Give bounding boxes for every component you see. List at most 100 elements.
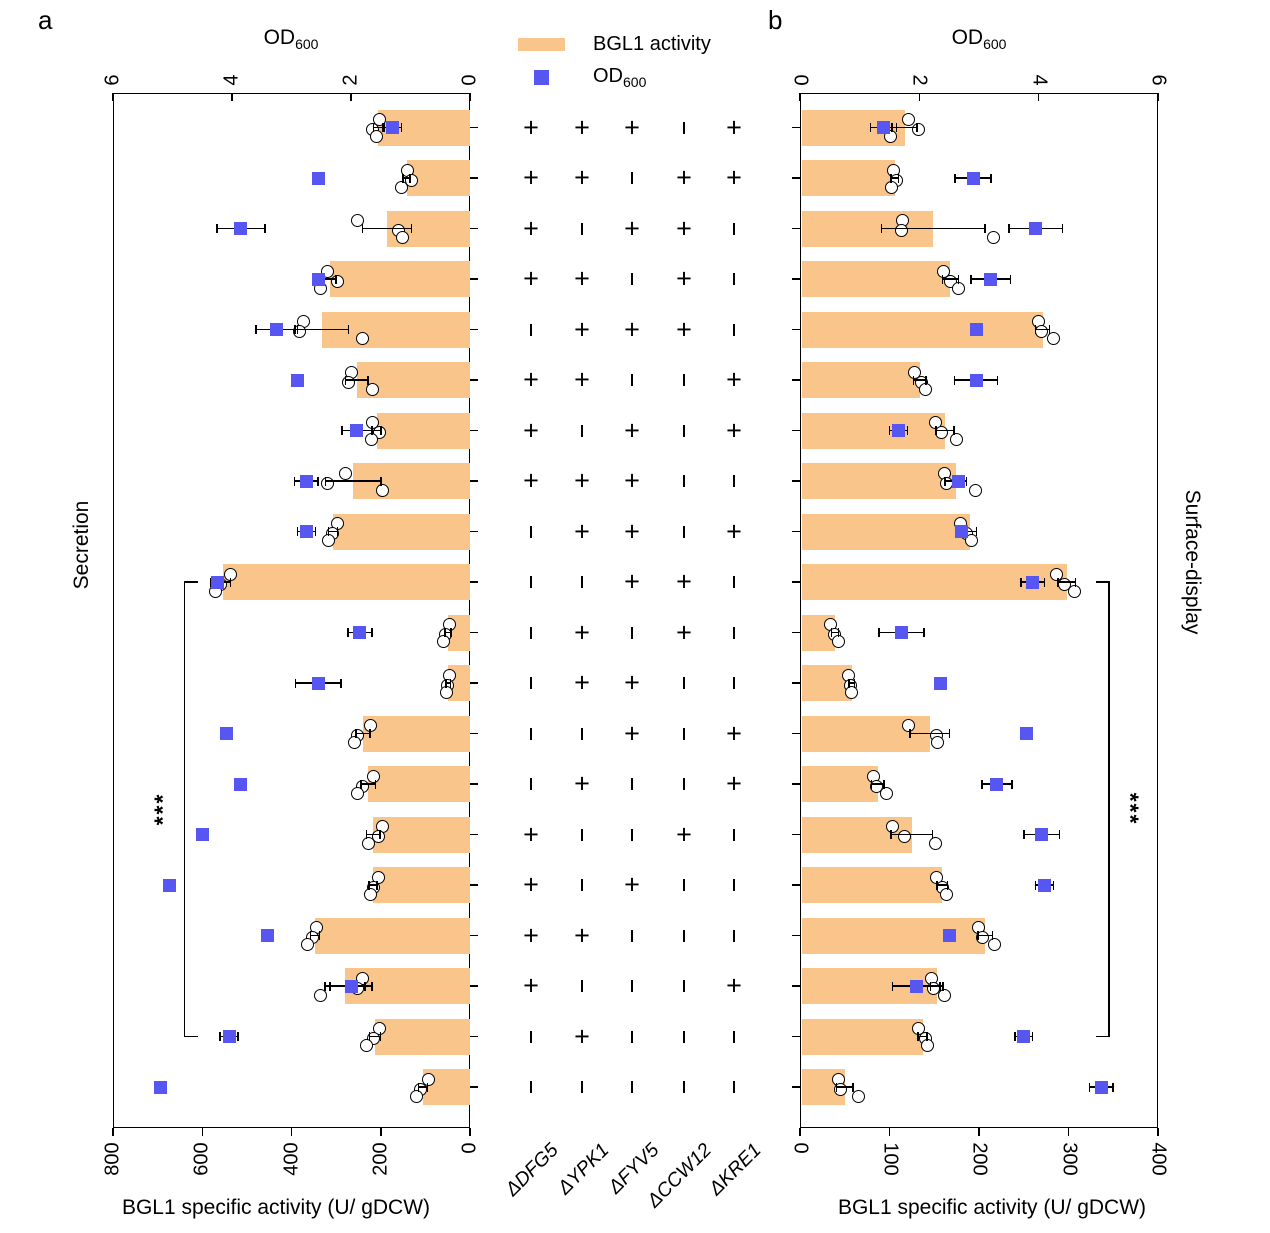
row-tick bbox=[470, 783, 478, 785]
activity-error-bar bbox=[936, 429, 954, 432]
matrix-plus-sign: + bbox=[523, 213, 539, 243]
row-tick bbox=[470, 429, 478, 432]
activity-error-cap bbox=[835, 1082, 838, 1092]
activity-error-cap bbox=[926, 1032, 928, 1041]
activity-axis-tick-label: 300 bbox=[1058, 1141, 1080, 1176]
activity-error-bar bbox=[871, 783, 885, 785]
matrix-plus-sign: + bbox=[676, 263, 692, 294]
od-error-cap bbox=[371, 981, 373, 991]
activity-error-bar bbox=[372, 429, 382, 432]
od-axis-tick-label: 4 bbox=[1028, 73, 1051, 86]
matrix-plus-sign: + bbox=[523, 162, 539, 193]
row-tick bbox=[792, 379, 800, 381]
od-square bbox=[154, 1080, 168, 1094]
activity-error-cap bbox=[368, 880, 370, 890]
matrix-plus-sign: + bbox=[726, 415, 742, 445]
matrix-plus-sign: + bbox=[726, 364, 742, 395]
matrix-minus-sign bbox=[630, 626, 634, 639]
matrix-plus-sign: + bbox=[624, 112, 640, 142]
activity-error-bar bbox=[849, 682, 855, 684]
matrix-minus-sign bbox=[682, 929, 686, 942]
activity-axis-tick-label: 0 bbox=[458, 1141, 481, 1154]
data-point-circle bbox=[937, 988, 951, 1002]
matrix-minus-sign bbox=[580, 222, 584, 235]
activity-error-cap bbox=[379, 830, 381, 839]
row-tick bbox=[792, 530, 800, 533]
od-error-cap bbox=[895, 123, 898, 132]
od-error-cap bbox=[996, 375, 999, 385]
od-error-cap bbox=[400, 123, 403, 132]
activity-error-cap bbox=[379, 1032, 382, 1041]
row-tick bbox=[792, 631, 800, 634]
activity-error-bar bbox=[323, 278, 337, 280]
matrix-minus-sign bbox=[529, 1081, 533, 1093]
od-axis-title-b: OD600 bbox=[951, 26, 1007, 53]
matrix-plus-sign: + bbox=[574, 263, 590, 294]
row-tick bbox=[792, 934, 800, 937]
data-point-circle bbox=[968, 483, 982, 497]
activity-error-cap bbox=[426, 1082, 429, 1092]
legend-od-label: OD600 bbox=[593, 65, 647, 90]
od-error-cap bbox=[970, 274, 973, 284]
matrix-minus-sign bbox=[630, 273, 634, 285]
matrix-plus-sign: + bbox=[574, 1021, 590, 1051]
row-tick bbox=[792, 1086, 800, 1088]
activity-bar bbox=[801, 261, 951, 297]
activity-bar bbox=[333, 513, 470, 550]
data-point-circle bbox=[351, 786, 365, 800]
od-square bbox=[966, 171, 980, 185]
data-point-circle bbox=[1046, 332, 1060, 345]
od-square bbox=[969, 323, 983, 336]
matrix-minus-sign bbox=[529, 1030, 533, 1043]
matrix-plus-sign: + bbox=[574, 516, 590, 546]
matrix-plus-sign: + bbox=[726, 718, 742, 748]
od-square bbox=[195, 828, 209, 841]
matrix-minus-sign bbox=[682, 980, 686, 992]
matrix-minus-sign bbox=[529, 626, 533, 639]
matrix-minus-sign bbox=[732, 929, 736, 942]
data-point-circle bbox=[894, 224, 908, 237]
legend: BGL1 activity OD600 bbox=[518, 31, 798, 103]
od-error-cap bbox=[294, 678, 297, 688]
data-point-circle bbox=[371, 830, 385, 843]
activity-error-cap bbox=[360, 779, 362, 789]
activity-bar bbox=[801, 917, 986, 954]
activity-error-cap bbox=[417, 1082, 420, 1092]
od-square bbox=[1026, 575, 1040, 589]
matrix-plus-sign: + bbox=[624, 869, 640, 900]
matrix-plus-sign: + bbox=[676, 617, 692, 647]
data-point-circle bbox=[908, 365, 922, 379]
od-error-cap bbox=[1014, 1032, 1016, 1041]
activity-error-cap bbox=[880, 224, 883, 233]
activity-axis-tick bbox=[201, 1128, 203, 1136]
matrix-plus-sign: + bbox=[726, 112, 742, 142]
activity-error-bar bbox=[891, 177, 899, 179]
activity-error-cap bbox=[361, 224, 364, 233]
activity-error-cap bbox=[931, 830, 934, 839]
activity-bar bbox=[801, 1018, 923, 1055]
activity-axis-tick bbox=[112, 1128, 114, 1136]
activity-error-cap bbox=[372, 123, 375, 132]
data-point-circle bbox=[845, 685, 859, 699]
activity-bar bbox=[315, 917, 470, 954]
od-square bbox=[909, 979, 923, 993]
data-point-circle bbox=[936, 264, 950, 278]
data-point-circle bbox=[320, 476, 334, 490]
matrix-minus-sign bbox=[630, 1081, 634, 1093]
activity-axis-tick bbox=[978, 1128, 980, 1136]
od-square bbox=[219, 727, 233, 740]
activity-error-cap bbox=[369, 729, 371, 738]
activity-axis-tick-label: 200 bbox=[968, 1141, 991, 1176]
od-error-cap bbox=[954, 173, 956, 183]
row-tick bbox=[470, 328, 478, 331]
matrix-minus-sign bbox=[732, 626, 736, 639]
od-axis-tick-label: 4 bbox=[220, 73, 243, 86]
od-square bbox=[163, 878, 177, 892]
activity-error-cap bbox=[953, 426, 955, 435]
od-error-cap bbox=[981, 779, 983, 789]
activity-axis-label-b: BGL1 specific activity (U/ gDCW) bbox=[837, 1196, 1147, 1219]
activity-bar bbox=[376, 412, 470, 449]
matrix-plus-sign: + bbox=[523, 465, 539, 496]
od-square bbox=[350, 424, 364, 437]
